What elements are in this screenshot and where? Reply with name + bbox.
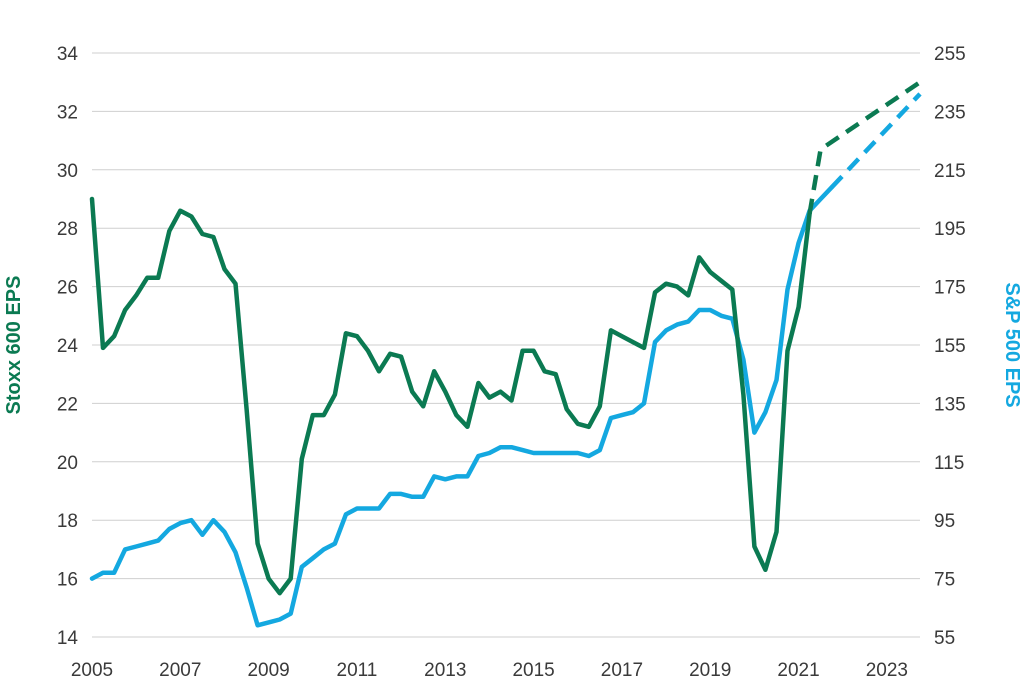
right-axis-title: S&P 500 EPS bbox=[1001, 282, 1023, 407]
x-tick-label: 2009 bbox=[247, 660, 289, 681]
right-tick-label: 55 bbox=[934, 628, 955, 649]
left-tick-label: 20 bbox=[57, 453, 78, 474]
x-tick-label: 2005 bbox=[71, 660, 113, 681]
left-axis-ticks: 14 16 18 20 22 24 26 28 30 32 34 bbox=[57, 44, 79, 649]
x-tick-label: 2007 bbox=[159, 660, 201, 681]
left-tick-label: 14 bbox=[57, 628, 79, 649]
right-tick-label: 255 bbox=[934, 44, 966, 65]
sp500-forecast-line bbox=[830, 92, 922, 189]
x-tick-label: 2021 bbox=[777, 660, 819, 681]
x-tick-label: 2011 bbox=[337, 660, 378, 681]
series-lines bbox=[89, 80, 922, 628]
right-tick-label: 155 bbox=[934, 336, 966, 357]
right-tick-label: 235 bbox=[934, 102, 966, 123]
right-tick-label: 195 bbox=[934, 219, 966, 240]
right-tick-label: 135 bbox=[934, 394, 966, 415]
right-tick-label: 175 bbox=[934, 278, 966, 299]
left-tick-label: 24 bbox=[57, 336, 79, 357]
x-tick-label: 2015 bbox=[512, 660, 554, 681]
stoxx600-forecast-line bbox=[807, 80, 922, 214]
left-tick-label: 16 bbox=[57, 570, 78, 591]
right-tick-label: 115 bbox=[934, 453, 964, 474]
left-axis-title: Stoxx 600 EPS bbox=[3, 276, 25, 415]
x-tick-label: 2023 bbox=[866, 660, 908, 681]
x-tick-label: 2013 bbox=[424, 660, 466, 681]
gridlines bbox=[92, 52, 920, 638]
right-tick-label: 95 bbox=[934, 511, 955, 532]
left-tick-label: 28 bbox=[57, 219, 78, 240]
x-axis-ticks: 2005 2007 2009 2011 2013 2015 2017 2019 2021 2023 bbox=[71, 660, 908, 681]
left-tick-label: 22 bbox=[57, 394, 78, 415]
sp500-eps-line bbox=[89, 185, 834, 628]
left-tick-label: 32 bbox=[57, 102, 78, 123]
left-tick-label: 30 bbox=[57, 161, 78, 182]
right-tick-label: 215 bbox=[934, 161, 966, 182]
left-tick-label: 18 bbox=[57, 511, 78, 532]
stoxx600-eps-line bbox=[89, 196, 812, 596]
left-tick-label: 34 bbox=[57, 44, 79, 65]
left-tick-label: 26 bbox=[57, 278, 78, 299]
x-tick-label: 2017 bbox=[601, 660, 643, 681]
right-axis-ticks: 55 75 95 115 135 155 175 195 215 235 255 bbox=[934, 44, 966, 649]
x-tick-label: 2019 bbox=[689, 660, 731, 681]
right-tick-label: 75 bbox=[934, 570, 955, 591]
